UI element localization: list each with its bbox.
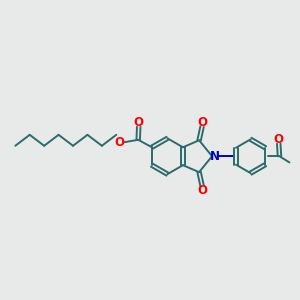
Text: O: O [134,116,144,129]
Text: O: O [197,184,207,197]
Text: O: O [114,136,124,149]
Text: O: O [274,133,284,146]
Text: N: N [210,150,220,163]
Text: O: O [197,116,207,129]
